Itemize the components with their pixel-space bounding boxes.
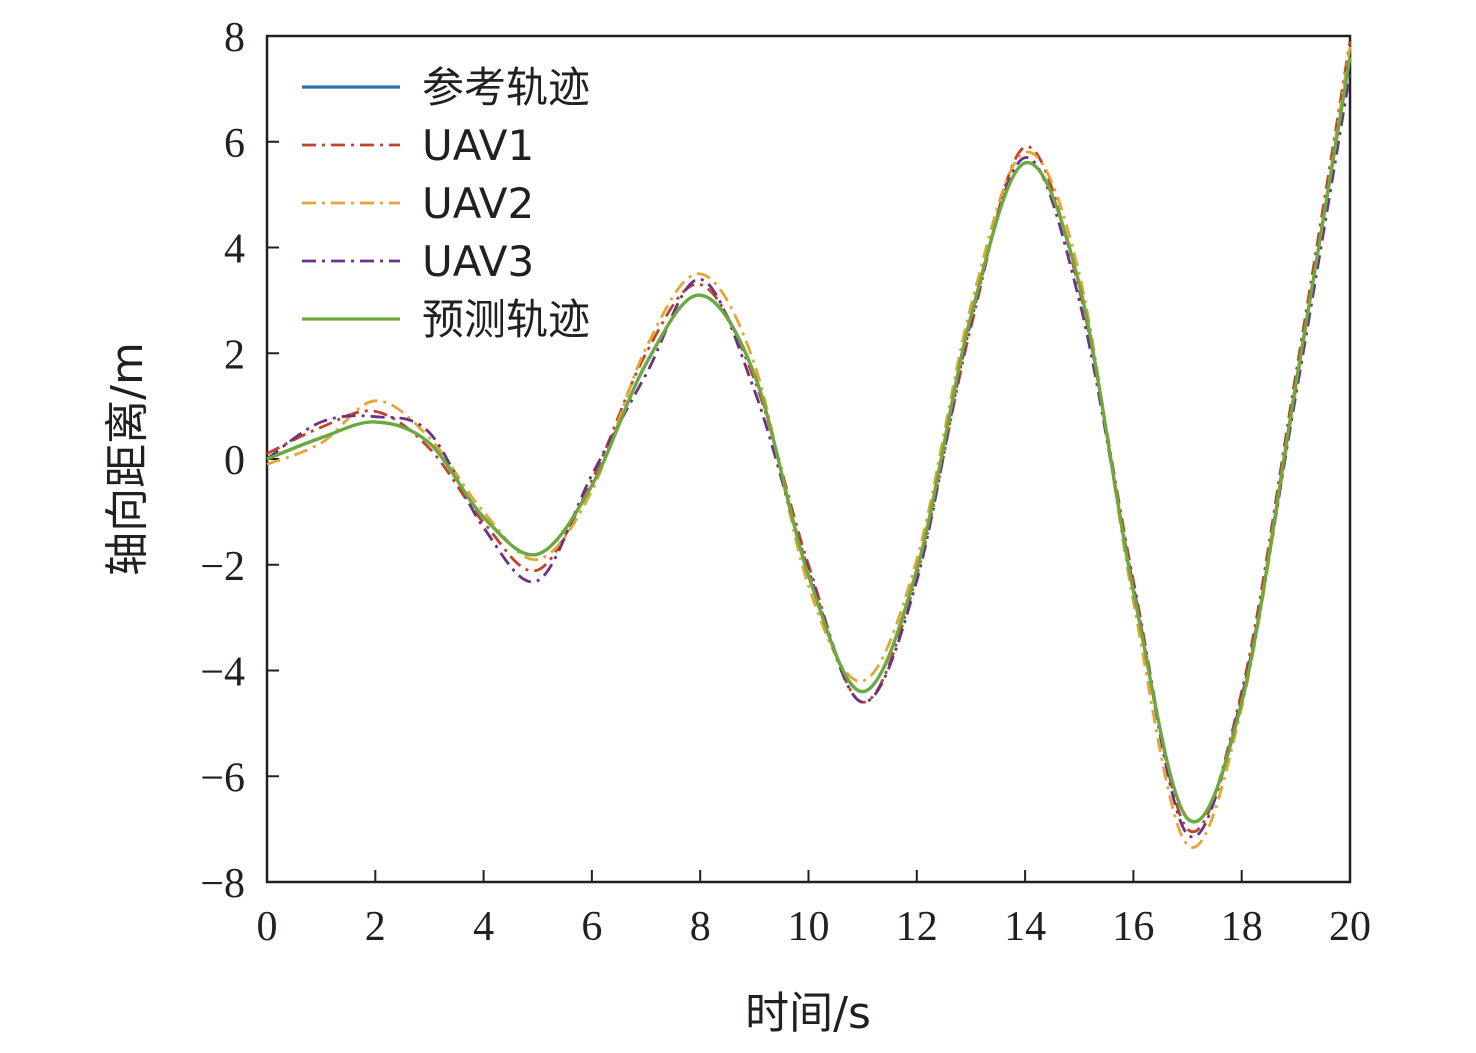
x-tick-label: 0 — [257, 904, 278, 950]
y-tick-label: −6 — [200, 755, 245, 801]
x-tick-label: 14 — [1004, 904, 1046, 950]
legend-label-1: 参考轨迹 — [422, 63, 590, 112]
x-tick-label: 6 — [581, 904, 602, 950]
y-tick-label: 8 — [224, 15, 245, 61]
x-tick-label: 12 — [896, 904, 938, 950]
series-line-4 — [266, 72, 1352, 839]
legend: 参考轨迹 UAV1 UAV2 UAV3 预测轨迹 — [302, 63, 590, 344]
legend-label-2: UAV1 — [422, 121, 534, 170]
y-tick-label: 6 — [224, 121, 245, 167]
x-tick-label: 8 — [690, 904, 711, 950]
legend-label-3: UAV2 — [422, 179, 534, 228]
x-tick-label: 20 — [1329, 904, 1371, 950]
y-tick-label: −4 — [200, 650, 245, 696]
y-axis: 8 6 4 2 0 −2 −4 −6 −8 — [200, 15, 279, 907]
series-line-5 — [266, 56, 1352, 824]
x-tick-label: 2 — [365, 904, 386, 950]
y-tick-label: 4 — [224, 227, 245, 273]
y-tick-label: 0 — [224, 438, 245, 484]
y-tick-label: −8 — [200, 861, 245, 907]
y-tick-label: −2 — [200, 544, 245, 590]
x-axis: 0 2 4 6 8 10 12 14 16 18 20 — [257, 870, 1371, 950]
legend-label-4: UAV3 — [422, 237, 534, 286]
legend-label-5: 预测轨迹 — [422, 295, 590, 344]
y-tick-label: 2 — [224, 332, 245, 378]
x-axis-title: 时间/s — [745, 988, 871, 1039]
x-tick-label: 10 — [788, 904, 830, 950]
series-line-2 — [266, 41, 1352, 833]
x-tick-label: 18 — [1221, 904, 1263, 950]
x-tick-label: 4 — [473, 904, 494, 950]
series-layer — [266, 41, 1352, 849]
y-axis-title: 轴向距离/m — [102, 342, 153, 576]
x-tick-label: 16 — [1112, 904, 1154, 950]
